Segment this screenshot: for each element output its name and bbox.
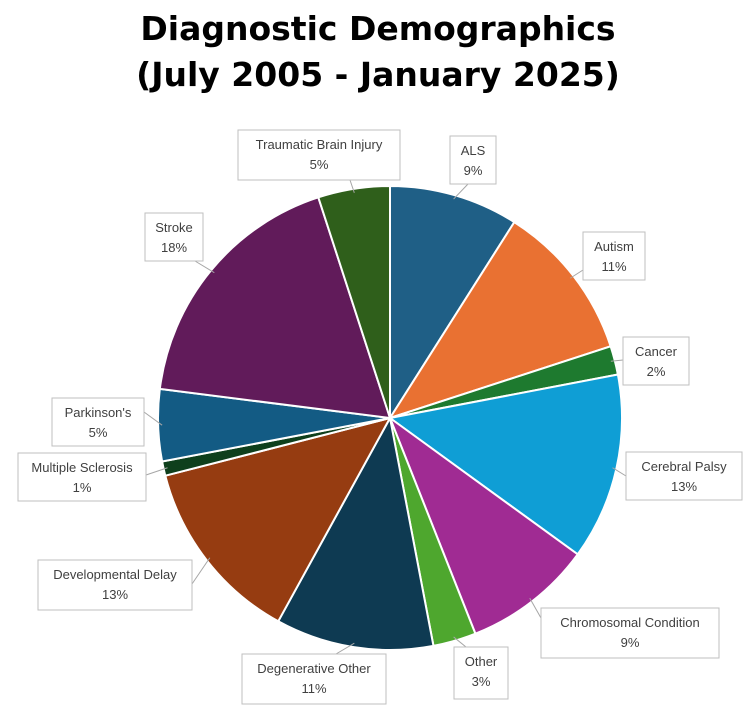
data-label-value: 5% [310, 157, 329, 172]
pie-slice-als [389, 184, 516, 422]
data-label-value: 9% [621, 635, 640, 650]
data-label-value: 11% [601, 259, 626, 274]
leader-line-cerebral-palsy [612, 467, 627, 477]
data-label-other: Other 3% [453, 646, 509, 700]
data-label-developmental-delay: Developmental Delay 13% [37, 559, 193, 611]
chart-title-line2: (July 2005 - January 2025) [136, 55, 620, 94]
data-label-name: Other [465, 654, 498, 669]
data-label-box [622, 336, 690, 386]
leader-line-parkinson-s [143, 411, 163, 426]
data-label-box [237, 129, 401, 181]
data-label-value: 5% [89, 425, 108, 440]
data-label-value: 11% [301, 681, 326, 696]
data-label-value: 1% [73, 480, 92, 495]
data-label-box [144, 212, 204, 262]
data-label-name: Stroke [155, 220, 193, 235]
chart-title: Diagnostic Demographics (July 2005 - Jan… [0, 6, 756, 98]
data-label-name: Autism [594, 239, 634, 254]
leader-line-stroke [194, 260, 215, 274]
pie-slice-stroke [158, 196, 392, 420]
data-label-box [51, 397, 145, 447]
leader-lines [143, 179, 627, 655]
data-label-value: 2% [647, 364, 666, 379]
data-label-name: Chromosomal Condition [560, 615, 699, 630]
pie-slices [157, 184, 623, 651]
data-label-autism: Autism 11% [582, 231, 646, 281]
data-label-degenerative-other: Degenerative Other 11% [241, 653, 387, 705]
data-label-als: ALS 9% [449, 135, 497, 185]
data-label-name: ALS [461, 143, 486, 158]
leader-line-degenerative-other [335, 642, 355, 655]
data-label-multiple-sclerosis: Multiple Sclerosis 1% [17, 452, 147, 502]
leader-line-cancer [610, 359, 624, 362]
data-label-value: 13% [671, 479, 697, 494]
leader-line-traumatic-brain-injury [349, 179, 355, 193]
leader-line-other [453, 636, 467, 648]
data-label-name: Multiple Sclerosis [31, 460, 133, 475]
pie-slice-chromosomal-condition [387, 415, 580, 636]
data-label-cerebral-palsy: Cerebral Palsy 13% [625, 451, 743, 501]
chart-title-line1: Diagnostic Demographics [140, 9, 616, 48]
leader-line-chromosomal-condition [529, 597, 542, 619]
leader-line-als [453, 183, 469, 200]
data-label-name: Cancer [635, 344, 678, 359]
pie-slice-degenerative-other [276, 415, 435, 651]
data-label-box [241, 653, 387, 705]
data-label-box [17, 452, 147, 502]
data-label-name: Traumatic Brain Injury [256, 137, 383, 152]
data-label-traumatic-brain-injury: Traumatic Brain Injury 5% [237, 129, 401, 181]
data-label-name: Developmental Delay [53, 567, 177, 582]
data-label-name: Cerebral Palsy [641, 459, 727, 474]
data-label-value: 13% [102, 587, 128, 602]
data-label-value: 9% [464, 163, 483, 178]
data-label-box [625, 451, 743, 501]
data-label-cancer: Cancer 2% [622, 336, 690, 386]
data-label-box [453, 646, 509, 700]
data-label-box [37, 559, 193, 611]
leader-line-autism [569, 269, 584, 279]
pie-slice-developmental-delay [164, 416, 392, 623]
pie-slice-cerebral-palsy [387, 373, 623, 556]
data-label-value: 18% [161, 240, 187, 255]
data-label-name: Parkinson's [65, 405, 132, 420]
data-label-name: Degenerative Other [257, 661, 371, 676]
data-label-stroke: Stroke 18% [144, 212, 204, 262]
data-label-chromosomal-condition: Chromosomal Condition 9% [540, 607, 720, 659]
data-label-box [582, 231, 646, 281]
leader-line-multiple-sclerosis [145, 467, 168, 476]
data-label-box [449, 135, 497, 185]
data-label-value: 3% [472, 674, 491, 689]
pie-slice-traumatic-brain-injury [317, 184, 391, 419]
data-label-box [540, 607, 720, 659]
data-label-parkinson-s: Parkinson's 5% [51, 397, 145, 447]
leader-line-developmental-delay [191, 557, 211, 585]
